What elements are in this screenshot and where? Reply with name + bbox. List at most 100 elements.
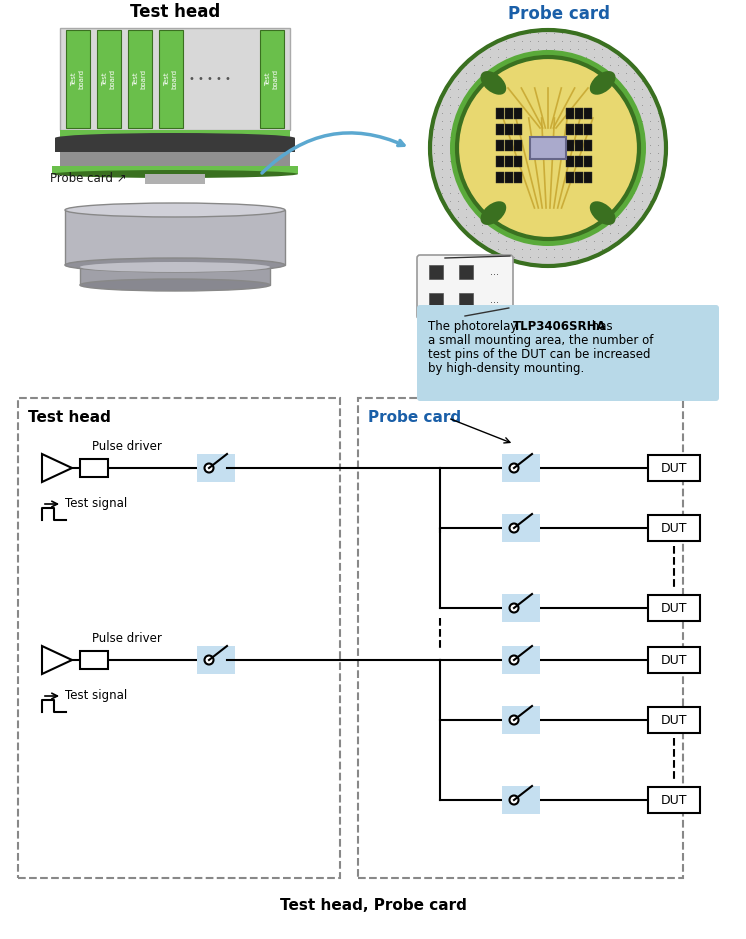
Bar <box>648 647 700 673</box>
Bar <box>584 140 592 151</box>
Bar <box>80 651 108 669</box>
Bar <box>80 459 108 477</box>
Bar <box>584 156 592 167</box>
Circle shape <box>510 604 518 612</box>
Circle shape <box>450 50 646 246</box>
Bar <box>566 140 574 151</box>
Bar <box>502 514 540 542</box>
Bar <box>52 166 298 174</box>
Bar <box>514 172 522 183</box>
Circle shape <box>204 464 213 472</box>
Bar <box>145 174 205 184</box>
Bar <box>575 140 583 151</box>
Polygon shape <box>42 646 72 674</box>
Text: Test signal: Test signal <box>65 498 128 511</box>
Text: Test
board: Test board <box>72 69 84 89</box>
Ellipse shape <box>52 170 298 178</box>
Bar <box>514 156 522 167</box>
Circle shape <box>510 716 518 725</box>
Text: The photorelay: The photorelay <box>428 320 521 333</box>
Bar <box>648 595 700 621</box>
Bar <box>575 108 583 119</box>
Text: test pins of the DUT can be increased: test pins of the DUT can be increased <box>428 348 651 361</box>
FancyBboxPatch shape <box>417 305 719 401</box>
Bar <box>502 454 540 482</box>
Bar <box>66 30 90 128</box>
Bar <box>80 267 270 285</box>
Circle shape <box>510 524 518 532</box>
Bar <box>514 108 522 119</box>
Bar <box>496 124 504 135</box>
Text: Probe card ↗: Probe card ↗ <box>50 172 127 184</box>
Bar <box>505 156 513 167</box>
Text: has: has <box>588 320 612 333</box>
Text: Test head: Test head <box>130 3 220 21</box>
Ellipse shape <box>80 262 270 272</box>
Bar <box>60 152 290 166</box>
Text: Probe card: Probe card <box>508 5 610 23</box>
Text: ...: ... <box>491 267 500 277</box>
Text: DUT: DUT <box>661 793 687 807</box>
Text: by high-density mounting.: by high-density mounting. <box>428 362 584 375</box>
Ellipse shape <box>480 71 507 95</box>
Bar <box>55 138 295 152</box>
Circle shape <box>457 57 639 239</box>
Circle shape <box>510 655 518 665</box>
Ellipse shape <box>65 203 285 217</box>
Ellipse shape <box>590 71 615 95</box>
Bar <box>260 30 284 128</box>
Bar <box>648 515 700 541</box>
Text: Probe card: Probe card <box>368 410 461 425</box>
Text: ...: ... <box>491 295 500 305</box>
Bar <box>502 786 540 814</box>
Bar <box>197 454 235 482</box>
Text: Test
board: Test board <box>102 69 116 89</box>
Bar <box>584 172 592 183</box>
Bar <box>358 398 683 878</box>
Bar <box>18 398 340 878</box>
Bar <box>60 28 290 130</box>
Text: DUT: DUT <box>661 654 687 667</box>
FancyBboxPatch shape <box>417 255 513 319</box>
Text: • • • • •: • • • • • <box>189 74 231 84</box>
Bar <box>514 124 522 135</box>
Bar <box>159 30 183 128</box>
Ellipse shape <box>65 258 285 272</box>
Bar <box>648 455 700 481</box>
Bar <box>496 140 504 151</box>
Bar <box>502 706 540 734</box>
Bar <box>566 156 574 167</box>
Ellipse shape <box>590 201 615 225</box>
Ellipse shape <box>480 201 507 225</box>
Bar <box>60 130 290 138</box>
Bar <box>575 172 583 183</box>
Bar <box>496 156 504 167</box>
Bar <box>648 787 700 813</box>
Bar <box>97 30 121 128</box>
Circle shape <box>510 795 518 805</box>
Text: Test head: Test head <box>28 410 111 425</box>
Bar <box>566 124 574 135</box>
FancyBboxPatch shape <box>530 137 566 159</box>
Bar <box>502 594 540 622</box>
Text: DUT: DUT <box>661 461 687 474</box>
Bar <box>584 108 592 119</box>
Bar <box>502 646 540 674</box>
Text: a small mounting area, the number of: a small mounting area, the number of <box>428 334 653 347</box>
Bar <box>566 172 574 183</box>
Polygon shape <box>42 454 72 482</box>
Ellipse shape <box>80 279 270 291</box>
Bar <box>505 124 513 135</box>
Text: Test signal: Test signal <box>65 689 128 702</box>
Bar <box>505 108 513 119</box>
Bar <box>514 140 522 151</box>
Circle shape <box>430 30 666 266</box>
Text: DUT: DUT <box>661 602 687 614</box>
Bar <box>575 156 583 167</box>
Text: Test
board: Test board <box>266 69 278 89</box>
Ellipse shape <box>55 133 295 143</box>
Text: DUT: DUT <box>661 714 687 727</box>
Bar <box>496 172 504 183</box>
Bar <box>197 646 235 674</box>
Bar <box>575 124 583 135</box>
